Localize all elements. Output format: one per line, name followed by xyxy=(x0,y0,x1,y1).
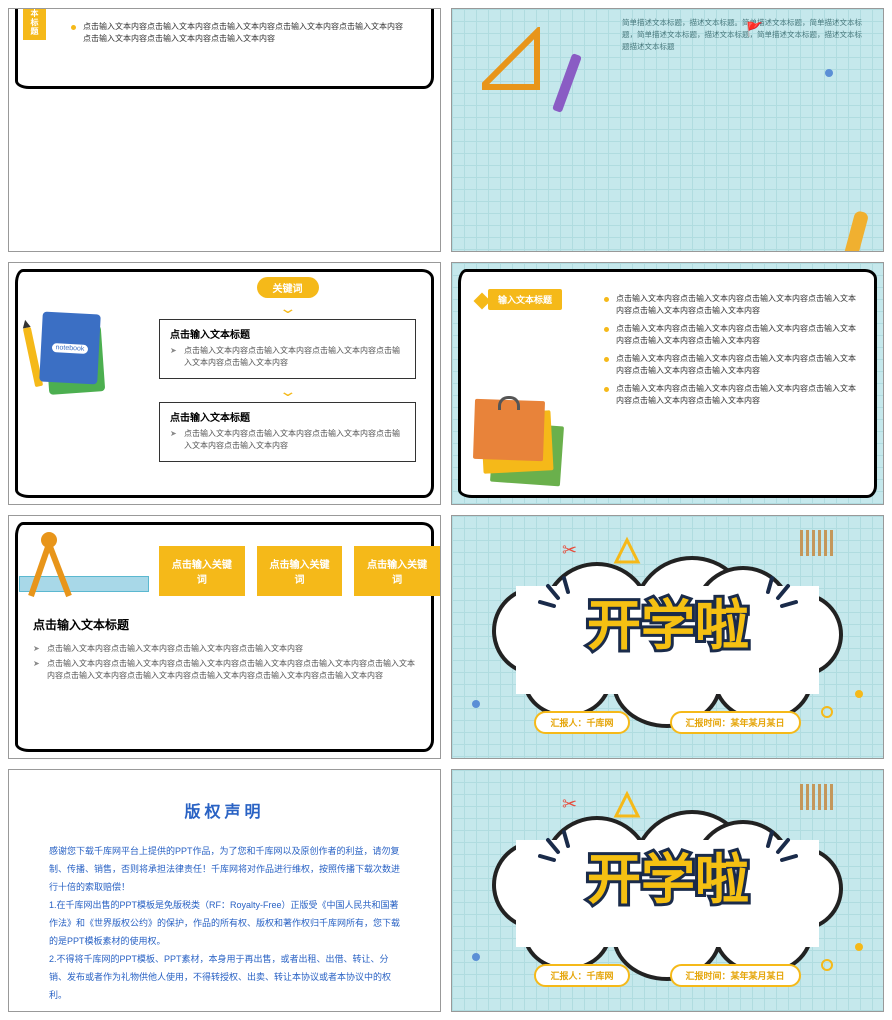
pencil-icon xyxy=(843,210,869,252)
slide-1: 本标题 点击输入文本内容点击输入文本内容点击输入文本内容点击输入文本内容点击输入… xyxy=(8,8,441,252)
slide-4: 输入文本标题 点击输入文本内容点击输入文本内容点击输入文本内容点击输入文本内容点… xyxy=(451,262,884,506)
chevron-down-icon: ⌄ xyxy=(278,383,297,400)
dot-icon xyxy=(855,943,863,951)
slide-5: 点击输入关键词 点击输入关键词 点击输入关键词 点击输入文本标题 点击输入文本内… xyxy=(8,515,441,759)
side-label: 本标题 xyxy=(23,8,46,40)
presenter-pill: 汇报人：千库网 xyxy=(534,711,629,734)
content-box-1: 点击输入文本标题 点击输入文本内容点击输入文本内容点击输入文本内容点击输入文本内… xyxy=(159,319,416,379)
compass-icon xyxy=(23,530,93,610)
content-box-2: 点击输入文本标题 点击输入文本内容点击输入文本内容点击输入文本内容点击输入文本内… xyxy=(159,402,416,462)
copyright-body: 感谢您下载千库网平台上提供的PPT作品，为了您和千库网以及原创作者的利益，请勿复… xyxy=(9,842,440,1004)
date-pill: 汇报时间：某年某月某日 xyxy=(670,964,801,987)
papers-stack-icon xyxy=(474,394,564,484)
svg-text:开学啦: 开学啦 xyxy=(587,850,749,910)
keyword-tag: 关键词 xyxy=(257,277,319,298)
circle-icon xyxy=(821,706,833,718)
dot-icon xyxy=(472,953,480,961)
slide-title-2: ✂ 开学啦 汇报人：千库网 汇报时间：某年某月某日 xyxy=(451,769,884,1013)
bullet: 点击输入文本内容点击输入文本内容点击输入文本内容点击输入文本内容点击输入文本内容… xyxy=(602,383,859,407)
chevron-down-icon: ⌄ xyxy=(278,300,297,317)
fence-icon xyxy=(800,530,833,556)
keyword-box: 点击输入关键词 xyxy=(354,546,440,596)
keyword-box: 点击输入关键词 xyxy=(257,546,343,596)
bullet: 点击输入文本内容点击输入文本内容点击输入文本内容点击输入文本内容点击输入文本内容… xyxy=(69,21,410,45)
slide-title-1: ✂ 开学啦 汇报人：千库网 汇报时间：某年某月某日 xyxy=(451,515,884,759)
copyright-title: 版权声明 xyxy=(9,798,440,822)
slide-3: notebook 关键词 ⌄ 点击输入文本标题 点击输入文本内容点击输入文本内容… xyxy=(8,262,441,506)
pen-icon xyxy=(552,53,582,113)
dot-icon xyxy=(825,69,833,77)
flag-icon: 🚩 xyxy=(746,21,763,38)
bullet: 点击输入文本内容点击输入文本内容点击输入文本内容点击输入文本内容点击输入文本内容… xyxy=(602,323,859,347)
bullet: 点击输入文本内容点击输入文本内容点击输入文本内容点击输入文本内容 xyxy=(33,643,416,655)
slide-grid: 本标题 点击输入文本内容点击输入文本内容点击输入文本内容点击输入文本内容点击输入… xyxy=(0,0,892,1020)
dot-icon xyxy=(855,690,863,698)
title-text: 开学啦 xyxy=(528,822,808,922)
svg-text:开学啦: 开学啦 xyxy=(587,596,749,656)
fence-icon xyxy=(800,784,833,810)
bullet: 点击输入文本内容点击输入文本内容点击输入文本内容点击输入文本内容点击输入文本内容… xyxy=(602,293,859,317)
notebook-icon: notebook xyxy=(33,313,103,393)
slide-copyright: 版权声明 感谢您下载千库网平台上提供的PPT作品，为了您和千库网以及原创作者的利… xyxy=(8,769,441,1013)
presenter-pill: 汇报人：千库网 xyxy=(534,964,629,987)
bullet: 点击输入文本内容点击输入文本内容点击输入文本内容点击输入文本内容点击输入文本内容… xyxy=(602,353,859,377)
label-tag: 输入文本标题 xyxy=(488,289,562,310)
bullet: 点击输入文本内容点击输入文本内容点击输入文本内容点击输入文本内容点击输入文本内容… xyxy=(33,658,416,682)
slide-2: 简单描述文本标题，描述文本标题。简单描述文本标题，简单描述文本标题，简单描述文本… xyxy=(451,8,884,252)
section-title: 点击输入文本标题 xyxy=(33,616,416,633)
triangle-ruler-icon xyxy=(482,27,552,97)
dot-icon xyxy=(472,700,480,708)
keyword-box: 点击输入关键词 xyxy=(159,546,245,596)
title-text: 开学啦 xyxy=(528,568,808,668)
date-pill: 汇报时间：某年某月某日 xyxy=(670,711,801,734)
